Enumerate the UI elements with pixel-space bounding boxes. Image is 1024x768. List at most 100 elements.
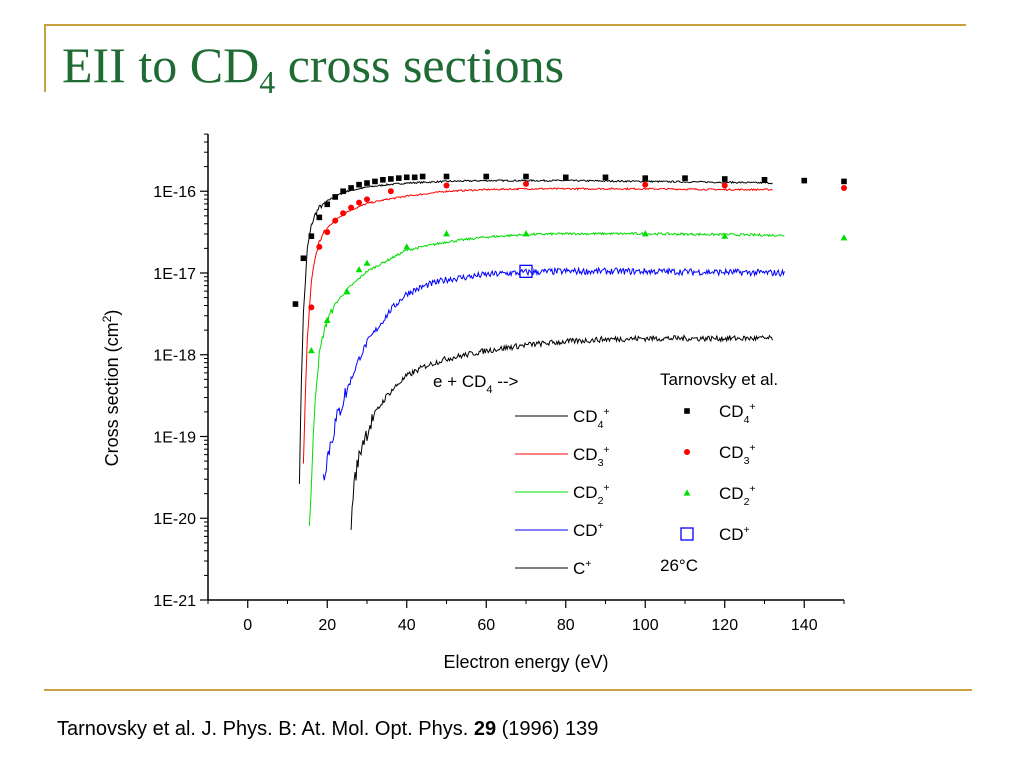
legend-lines: e + CD4 --> CD4+ CD3+ CD2+ CD+ C+ bbox=[433, 372, 610, 578]
data-point-cd4-plus bbox=[388, 176, 394, 182]
curve-cd2-plus bbox=[308, 231, 785, 526]
data-point-cd3-plus bbox=[332, 217, 339, 224]
legend-line-label: C+ bbox=[573, 558, 591, 578]
data-point-cd2-plus bbox=[840, 234, 848, 241]
x-tick-label: 100 bbox=[632, 617, 659, 634]
curve-cd3-plus bbox=[302, 187, 773, 464]
legend-line-label: CD3+ bbox=[573, 444, 610, 469]
data-point-cd-plus bbox=[519, 264, 533, 278]
data-point-cd4-plus bbox=[340, 188, 346, 195]
data-point-cd2-plus bbox=[343, 288, 351, 295]
data-point-cd3-plus bbox=[364, 196, 370, 203]
data-point-cd4-plus bbox=[721, 176, 728, 182]
legend-point-marker bbox=[683, 489, 691, 496]
data-point-cd3-plus bbox=[316, 243, 323, 250]
data-point-cd4-plus bbox=[443, 173, 450, 180]
data-point-cd3-plus bbox=[841, 184, 847, 191]
data-point-cd3-plus bbox=[348, 204, 355, 211]
data-point-cd4-plus bbox=[761, 176, 768, 183]
slide-title-rest: cross sections bbox=[275, 37, 565, 93]
data-point-cd4-plus bbox=[642, 175, 649, 181]
data-point-cd4-plus bbox=[841, 178, 847, 185]
data-point-cd2-plus bbox=[307, 347, 315, 354]
frame-top-rule bbox=[44, 24, 966, 26]
legend-point-label: CD+ bbox=[719, 524, 750, 544]
data-point-cd4-plus bbox=[316, 214, 323, 221]
data-point-cd3-plus bbox=[340, 210, 347, 217]
data-point-cd3-plus bbox=[387, 188, 394, 195]
legend-point-label: CD2+ bbox=[719, 483, 756, 508]
y-tick-label: 1E-16 bbox=[153, 184, 196, 201]
data-point-cd4-plus bbox=[372, 178, 378, 185]
data-point-cd4-plus bbox=[419, 173, 426, 180]
slide-title-subscript: 4 bbox=[259, 64, 276, 100]
frame-bottom-rule bbox=[44, 689, 972, 691]
citation-year-page: (1996) 139 bbox=[496, 718, 599, 740]
data-point-cd4-plus bbox=[682, 175, 688, 181]
data-point-cd4-plus bbox=[356, 181, 362, 188]
y-tick-label: 1E-18 bbox=[153, 348, 196, 365]
data-point-cd3-plus bbox=[642, 181, 649, 188]
citation-authors: Tarnovsky et al. J. Phys. B: At. Mol. Op… bbox=[57, 718, 474, 740]
data-point-cd4-plus bbox=[396, 175, 402, 181]
y-axis-label-close: ) bbox=[102, 310, 122, 316]
data-point-cd4-plus bbox=[602, 174, 609, 181]
data-point-cd3-plus bbox=[721, 182, 728, 189]
data-point-cd3-plus bbox=[308, 304, 315, 311]
data-point-cd4-plus bbox=[324, 201, 331, 208]
data-point-cd4-plus bbox=[483, 173, 490, 180]
frame-left-rule bbox=[44, 24, 46, 92]
y-axis-label-base: Cross section (cm bbox=[102, 322, 122, 466]
y-tick-label: 1E-20 bbox=[153, 511, 196, 528]
cross-section-chart: 0 20 40 60 80 100 120 140 1E-21 1E-20 1E-19 1E-18 1E… bbox=[100, 133, 848, 672]
y-tick-label: 1E-17 bbox=[153, 266, 196, 283]
x-tick-label: 0 bbox=[243, 617, 252, 634]
citation: Tarnovsky et al. J. Phys. B: At. Mol. Op… bbox=[57, 718, 598, 741]
data-point-cd4-plus bbox=[348, 185, 354, 191]
data-point-cd2-plus bbox=[522, 230, 530, 237]
y-axis-label: Cross section (cm2) bbox=[100, 310, 122, 467]
data-point-cd3-plus bbox=[356, 199, 363, 206]
axes: 0 20 40 60 80 100 120 140 1E-21 1E-20 1E-19 1E-18 1E… bbox=[153, 133, 845, 634]
legend-line-label: CD4+ bbox=[573, 406, 610, 431]
data-point-cd4-plus bbox=[562, 174, 569, 181]
data-point-cd2-plus bbox=[403, 243, 411, 250]
data-point-cd4-plus bbox=[292, 301, 299, 307]
x-tick-label: 120 bbox=[711, 617, 738, 634]
curve-c-plus bbox=[350, 334, 773, 530]
curve-cd-plus bbox=[322, 266, 785, 481]
x-tick-label: 80 bbox=[557, 617, 575, 634]
x-tick-label: 40 bbox=[398, 617, 416, 634]
data-point-cd2-plus bbox=[443, 230, 450, 237]
data-point-cd2-plus bbox=[363, 259, 371, 266]
data-point-cd3-plus bbox=[523, 180, 529, 187]
data-point-cd4-plus bbox=[380, 176, 386, 183]
data-point-cd4-plus bbox=[801, 177, 808, 184]
plot-area bbox=[292, 173, 848, 530]
data-point-cd4-plus bbox=[411, 174, 418, 181]
legend-lines-header: e + CD4 --> bbox=[433, 372, 519, 396]
data-point-cd3-plus bbox=[324, 229, 331, 236]
legend-points: Tarnovsky et al. CD4+ CD3+ CD2+ CD+ 26°C bbox=[660, 370, 778, 575]
x-axis-label: Electron energy (eV) bbox=[443, 652, 608, 672]
data-point-cd3-plus bbox=[443, 182, 450, 189]
legend-temperature-note: 26°C bbox=[660, 556, 698, 575]
data-point-cd2-plus bbox=[323, 316, 331, 323]
data-point-cd2-plus bbox=[641, 230, 649, 237]
legend-point-marker bbox=[680, 527, 694, 541]
data-point-cd2-plus bbox=[355, 266, 363, 273]
x-tick-label: 140 bbox=[791, 617, 818, 634]
data-point-cd4-plus bbox=[403, 174, 410, 181]
y-tick-label: 1E-19 bbox=[153, 429, 196, 446]
y-axis-label-sup: 2 bbox=[100, 315, 114, 322]
data-point-cd4-plus bbox=[364, 180, 370, 186]
x-tick-label: 20 bbox=[318, 617, 336, 634]
legend-point-marker bbox=[684, 408, 690, 414]
x-tick-label: 60 bbox=[477, 617, 495, 634]
slide-title: EII to CD4 cross sections bbox=[62, 40, 564, 98]
curve-cd4-plus bbox=[298, 179, 773, 484]
y-tick-label: 1E-21 bbox=[153, 593, 196, 610]
data-point-cd4-plus bbox=[332, 194, 338, 200]
legend-line-label: CD2+ bbox=[573, 482, 610, 507]
legend-point-label: CD3+ bbox=[719, 442, 756, 467]
